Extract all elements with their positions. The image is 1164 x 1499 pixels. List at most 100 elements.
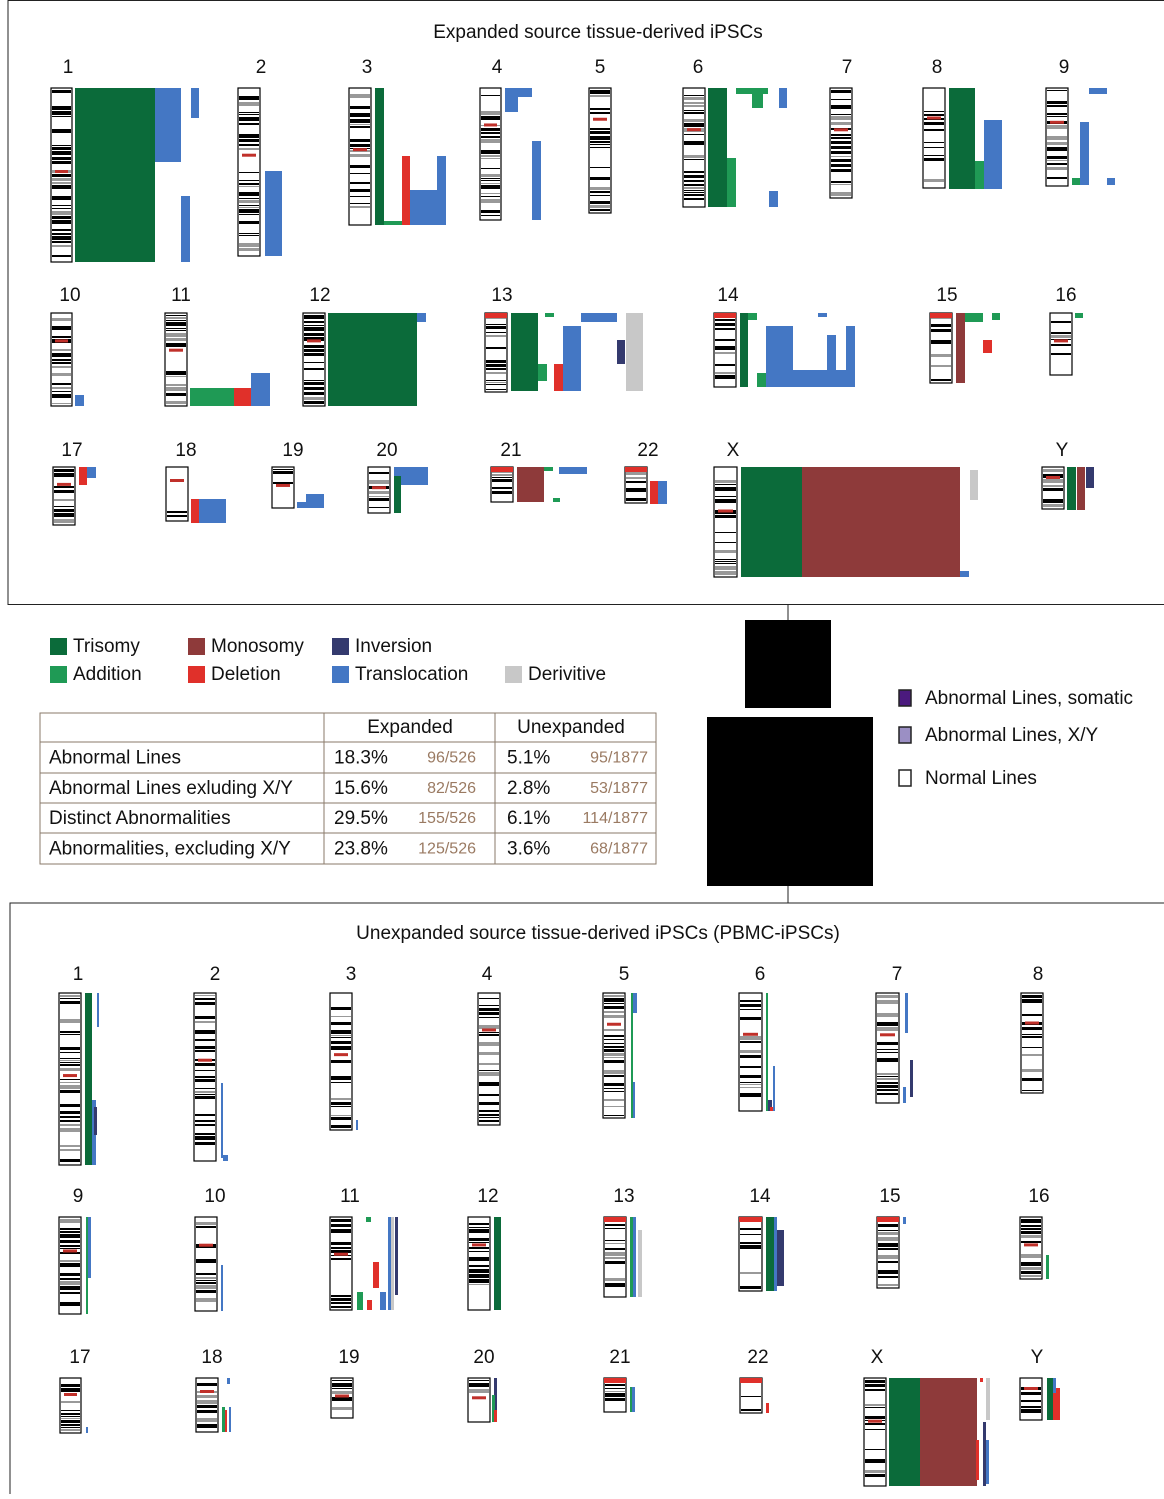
abnormality-bar: [1075, 313, 1083, 318]
band: [196, 1273, 216, 1275]
band: [931, 365, 951, 367]
band: [60, 1104, 80, 1107]
abnormality-bar: [402, 156, 410, 225]
abnormality-bar: [779, 88, 787, 108]
band: [605, 1228, 625, 1229]
legend-swatch: [50, 638, 67, 655]
chromosome-ideogram: [739, 1377, 763, 1414]
band: [605, 1261, 625, 1264]
chromosome-label: 5: [595, 57, 606, 78]
band: [605, 1248, 625, 1250]
band: [52, 383, 71, 385]
band: [1047, 105, 1067, 107]
band: [605, 1391, 625, 1392]
band: [331, 1082, 351, 1083]
band: [61, 1429, 80, 1431]
abnormality-bar: [965, 313, 983, 322]
abnormality-bar: [633, 1082, 635, 1118]
ideogram-body: [863, 1377, 887, 1487]
band: [590, 112, 610, 114]
table-header: Expanded: [367, 717, 453, 738]
fraction: 114/1877: [582, 810, 648, 827]
band: [924, 111, 944, 112]
band: [604, 998, 624, 1002]
band: [1047, 147, 1067, 151]
band: [479, 1008, 499, 1011]
abnormality-bar: [774, 1217, 777, 1291]
band: [878, 1284, 898, 1286]
band: [1021, 1235, 1041, 1238]
chromosome-label: 3: [346, 964, 357, 985]
band: [481, 180, 500, 181]
chromosome-ideogram: [164, 312, 188, 407]
band: [239, 148, 259, 150]
percent: 23.8%: [334, 839, 388, 860]
band: [331, 1302, 351, 1304]
abnormality-bar: [563, 326, 581, 391]
band: [605, 1243, 625, 1244]
centromere: [55, 170, 68, 174]
abnormality-bar: [889, 1378, 920, 1486]
band: [469, 1269, 489, 1273]
band: [166, 384, 186, 386]
band: [741, 1396, 761, 1397]
abnormality-bar: [983, 1422, 986, 1486]
band: [469, 1383, 489, 1387]
chromosome-label: Y: [1031, 1347, 1044, 1368]
chromosome-ideogram: [193, 992, 217, 1162]
abnormality-bar: [903, 1087, 906, 1103]
band: [304, 387, 324, 390]
band: [1051, 353, 1071, 355]
abnormality-bar: [949, 88, 975, 189]
band: [1043, 479, 1063, 483]
band: [479, 1114, 499, 1116]
band: [878, 1243, 898, 1247]
band: [481, 185, 500, 189]
chromosome-ideogram: [829, 87, 853, 199]
band: [684, 119, 704, 122]
band: [350, 124, 370, 125]
band: [604, 1070, 624, 1074]
band: [831, 169, 851, 172]
band: [52, 106, 71, 110]
band: [331, 1247, 351, 1249]
band: [740, 1087, 761, 1088]
abnormality-bar: [229, 1407, 231, 1432]
band: [878, 1224, 898, 1227]
band: [195, 1063, 215, 1066]
chromosome-label: 13: [491, 285, 512, 306]
chromosome-label: 9: [73, 1186, 84, 1207]
band: [331, 1117, 351, 1120]
band: [590, 195, 610, 196]
band: [54, 469, 74, 472]
band: [60, 1052, 80, 1053]
band: [304, 353, 324, 356]
abnormality-bar: [384, 221, 402, 225]
band: [604, 1011, 624, 1013]
band: [239, 96, 259, 100]
band: [304, 401, 324, 404]
band: [481, 128, 500, 131]
chromosome-ideogram: [603, 1216, 627, 1298]
abnormality-bar: [401, 467, 428, 485]
band: [877, 1089, 898, 1091]
band: [931, 340, 951, 344]
band: [166, 387, 186, 391]
abnormality-bar: [97, 993, 99, 1027]
band: [60, 1252, 80, 1254]
band: [481, 196, 500, 197]
abnormality-bar: [980, 1378, 983, 1382]
band: [60, 1019, 80, 1023]
band: [52, 359, 71, 361]
abnormality-bar: [234, 388, 251, 406]
band: [479, 1117, 499, 1118]
band: [60, 1068, 80, 1071]
band: [331, 1306, 351, 1308]
abnormality-bar: [75, 395, 84, 406]
abnormality-bar: [905, 993, 908, 1033]
band: [1051, 332, 1071, 334]
band: [604, 1046, 624, 1048]
band: [1047, 125, 1067, 129]
band: [304, 362, 324, 363]
fraction: 155/526: [418, 810, 476, 827]
